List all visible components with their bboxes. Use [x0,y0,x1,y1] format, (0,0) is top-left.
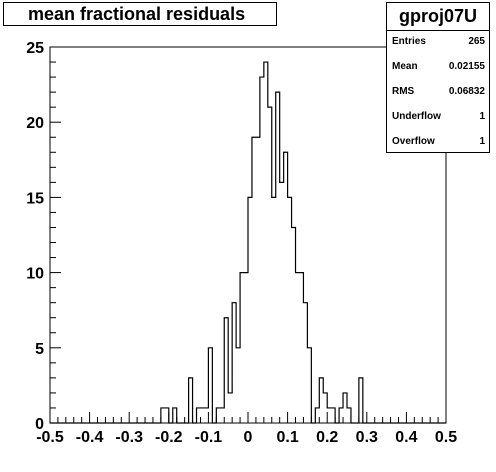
axis-tick-labels: -0.5 -0.4 -0.3 -0.2 -0.1 0 0.1 0.2 0.3 0.4 0.5 0 5 10… [26,40,457,446]
y-tick-label: 25 [26,40,44,57]
stat-row-underflow: Underflow 1 [392,110,485,124]
histogram-bin [228,393,232,423]
x-tick-label: 0 [244,429,253,446]
x-tick-label: 0.4 [395,429,417,446]
stats-box: gproj07U Entries 265 Mean 0.02155 RMS 0.… [386,2,490,153]
stat-row-mean: Mean 0.02155 [392,60,485,74]
x-tick-label: -0.1 [195,429,223,446]
histogram-bin [256,137,260,423]
stat-value: 0.06832 [448,86,485,97]
histogram-bars [50,61,446,424]
stat-value: 0.02155 [448,61,485,72]
chart-title-box: mean fractional residuals [3,2,277,26]
x-tick-label: -0.4 [76,429,104,446]
stat-label: Overflow [392,136,435,147]
x-tick-label: -0.2 [155,429,183,446]
histogram-bin [288,197,292,423]
y-tick-label: 15 [26,190,44,207]
histogram-bin [280,182,284,423]
histogram-outline [50,61,446,424]
stat-label: Mean [392,61,418,72]
histogram-bin [236,348,240,423]
stat-value: 265 [468,36,485,47]
x-tick-label: 0.1 [276,429,298,446]
axis-ticks [49,46,447,424]
stat-row-rms: RMS 0.06832 [392,85,485,99]
histogram-bin [220,408,224,423]
stat-row-overflow: Overflow 1 [392,135,485,149]
x-tick-label: -0.5 [36,429,64,446]
y-tick-label: 5 [35,341,44,358]
histogram-bin [244,273,248,423]
x-tick-label: 0.5 [435,429,457,446]
stat-row-entries: Entries 265 [392,35,485,49]
x-tick-label: 0.2 [316,429,338,446]
y-tick-label: 20 [26,115,44,132]
stats-histogram-name: gproj07U [387,3,489,31]
histogram-bin [204,408,208,423]
stat-value: 1 [479,136,485,147]
stat-label: RMS [392,86,415,97]
histogram-bin [327,408,331,423]
stat-label: Underflow [392,111,441,122]
chart-title: mean fractional residuals [28,4,246,24]
y-tick-label: 10 [26,266,44,283]
histogram-bin [272,197,276,423]
histogram-bin [200,408,204,423]
stat-value: 1 [479,111,485,122]
x-tick-label: -0.3 [115,429,143,446]
histogram-bin [264,62,268,423]
y-tick-label: 0 [35,416,44,433]
stat-label: Entries [392,36,426,47]
histogram-bin [296,273,300,423]
x-tick-label: 0.3 [356,429,378,446]
